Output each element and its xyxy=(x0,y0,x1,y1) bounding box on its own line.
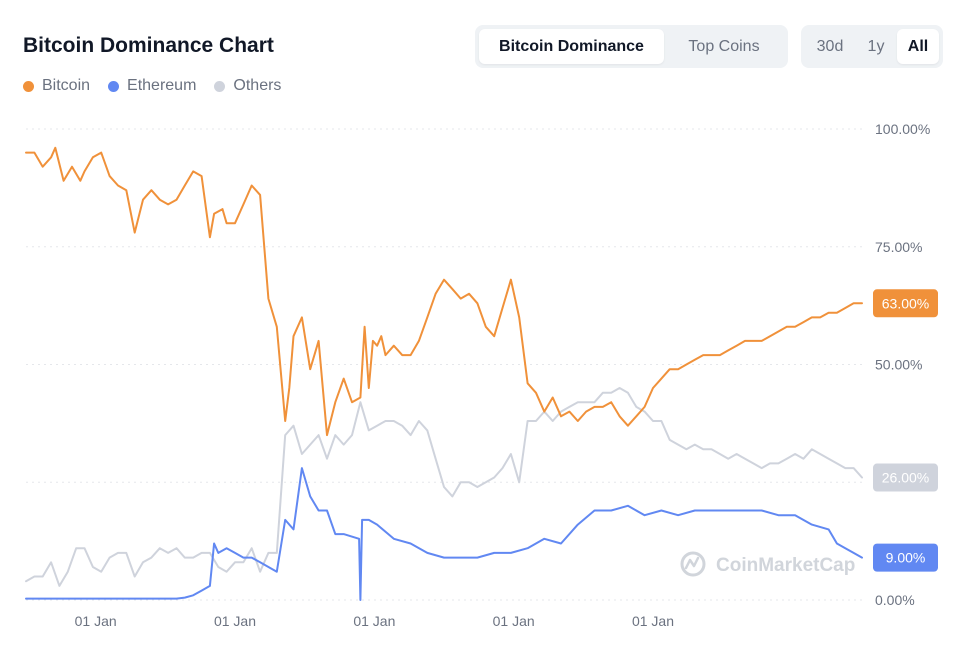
x-tick-label: 01 Jan xyxy=(214,613,256,629)
y-tick-label: 75.00% xyxy=(875,239,922,255)
x-tick-label: 01 Jan xyxy=(493,613,535,629)
tab-bitcoin-dominance[interactable]: Bitcoin Dominance xyxy=(479,29,664,64)
series-line-bitcoin[interactable] xyxy=(25,146,863,437)
range-tab-all[interactable]: All xyxy=(897,29,939,64)
current-value-text: 63.00% xyxy=(882,295,929,311)
x-tick-label: 01 Jan xyxy=(632,613,674,629)
y-tick-label: 0.00% xyxy=(875,592,915,608)
legend-item-others[interactable]: Others xyxy=(214,77,281,95)
legend-label-others: Others xyxy=(233,77,282,94)
current-value-badge-others: 26.00% xyxy=(873,463,938,492)
legend-dot-ethereum xyxy=(108,80,120,92)
y-tick-label: 100.00% xyxy=(875,121,930,137)
legend-item-bitcoin[interactable]: Bitcoin xyxy=(23,77,90,95)
x-tick-label: 01 Jan xyxy=(75,613,117,629)
chart-legend: Bitcoin Ethereum Others xyxy=(23,77,281,95)
current-value-badge-ethereum: 9.00% xyxy=(873,543,938,572)
watermark-text: CoinMarketCap xyxy=(716,555,855,576)
x-tick-label: 01 Jan xyxy=(353,613,395,629)
tab-top-coins[interactable]: Top Coins xyxy=(688,37,760,55)
legend-label-ethereum: Ethereum xyxy=(127,77,197,94)
current-value-text: 9.00% xyxy=(886,550,926,566)
range-tab-group: 30d 1y All xyxy=(801,25,943,68)
legend-item-ethereum[interactable]: Ethereum xyxy=(108,77,196,95)
range-tab-30d[interactable]: 30d xyxy=(816,37,844,55)
y-tick-label: 50.00% xyxy=(875,357,922,373)
series-line-ethereum[interactable] xyxy=(25,467,863,601)
watermark: CoinMarketCap xyxy=(680,551,855,577)
current-value-badge-bitcoin: 63.00% xyxy=(873,289,938,318)
range-tab-1y[interactable]: 1y xyxy=(867,37,885,55)
view-tab-group: Bitcoin Dominance Top Coins xyxy=(475,25,788,68)
legend-label-bitcoin: Bitcoin xyxy=(42,77,91,94)
series-line-others[interactable] xyxy=(25,387,863,587)
legend-dot-bitcoin xyxy=(23,80,34,92)
current-value-text: 26.00% xyxy=(882,470,929,486)
page-title: Bitcoin Dominance Chart xyxy=(23,34,274,57)
legend-dot-others xyxy=(214,80,226,92)
